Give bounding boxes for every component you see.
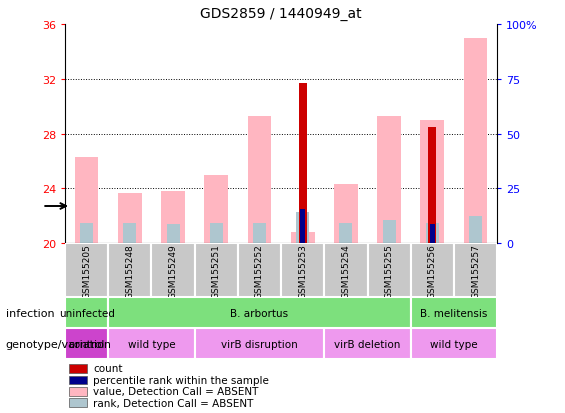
Text: infection: infection xyxy=(6,308,54,318)
Bar xyxy=(428,127,436,244)
Bar xyxy=(281,244,324,297)
Bar xyxy=(300,209,305,244)
Bar xyxy=(80,223,93,244)
Bar xyxy=(334,185,358,244)
Bar xyxy=(238,244,281,297)
Bar xyxy=(65,297,108,328)
Bar xyxy=(151,244,194,297)
Text: GSM155249: GSM155249 xyxy=(168,243,177,298)
Text: GSM155251: GSM155251 xyxy=(212,243,221,298)
Bar xyxy=(69,364,86,373)
Bar xyxy=(253,223,266,244)
Text: GSM155248: GSM155248 xyxy=(125,243,134,298)
Text: GSM155253: GSM155253 xyxy=(298,243,307,298)
Text: uninfected: uninfected xyxy=(59,308,115,318)
Text: control: control xyxy=(68,339,105,349)
Text: B. arbortus: B. arbortus xyxy=(231,308,289,318)
Bar xyxy=(108,244,151,297)
Bar xyxy=(324,244,368,297)
Text: GSM155256: GSM155256 xyxy=(428,243,437,298)
Bar xyxy=(75,157,98,244)
Bar xyxy=(69,387,86,396)
Bar xyxy=(123,223,136,244)
Bar xyxy=(296,212,309,244)
Bar xyxy=(194,244,238,297)
Bar xyxy=(210,223,223,244)
Text: GSM155255: GSM155255 xyxy=(385,243,394,298)
Bar xyxy=(194,328,324,359)
Text: count: count xyxy=(93,363,123,373)
Bar xyxy=(118,193,142,244)
Bar xyxy=(205,175,228,244)
Bar xyxy=(420,121,444,244)
Bar xyxy=(299,83,307,244)
Bar xyxy=(167,225,180,244)
Bar xyxy=(411,297,497,328)
Bar xyxy=(367,244,411,297)
Bar xyxy=(108,297,411,328)
Text: B. melitensis: B. melitensis xyxy=(420,308,488,318)
Text: virB deletion: virB deletion xyxy=(334,339,401,349)
Bar xyxy=(469,216,482,244)
Bar xyxy=(383,221,396,244)
Text: GSM155205: GSM155205 xyxy=(82,243,91,298)
Bar xyxy=(377,116,401,244)
Bar xyxy=(430,225,435,244)
Bar xyxy=(426,223,439,244)
Text: wild type: wild type xyxy=(430,339,478,349)
Text: rank, Detection Call = ABSENT: rank, Detection Call = ABSENT xyxy=(93,398,254,408)
Text: GSM155252: GSM155252 xyxy=(255,243,264,298)
Bar xyxy=(411,328,497,359)
Bar xyxy=(65,328,108,359)
Text: wild type: wild type xyxy=(128,339,175,349)
Bar xyxy=(69,376,86,384)
Bar xyxy=(291,233,315,244)
Text: value, Detection Call = ABSENT: value, Detection Call = ABSENT xyxy=(93,386,258,396)
Text: genotype/variation: genotype/variation xyxy=(6,339,112,349)
Bar xyxy=(340,223,353,244)
Title: GDS2859 / 1440949_at: GDS2859 / 1440949_at xyxy=(200,7,362,21)
Bar xyxy=(69,399,86,407)
Bar xyxy=(247,116,271,244)
Text: virB disruption: virB disruption xyxy=(221,339,298,349)
Text: GSM155257: GSM155257 xyxy=(471,243,480,298)
Bar xyxy=(464,38,488,244)
Text: percentile rank within the sample: percentile rank within the sample xyxy=(93,375,269,385)
Bar xyxy=(411,244,454,297)
Bar xyxy=(161,192,185,244)
Bar xyxy=(324,328,411,359)
Bar xyxy=(454,244,497,297)
Bar xyxy=(108,328,194,359)
Bar xyxy=(65,244,108,297)
Text: GSM155254: GSM155254 xyxy=(341,243,350,298)
